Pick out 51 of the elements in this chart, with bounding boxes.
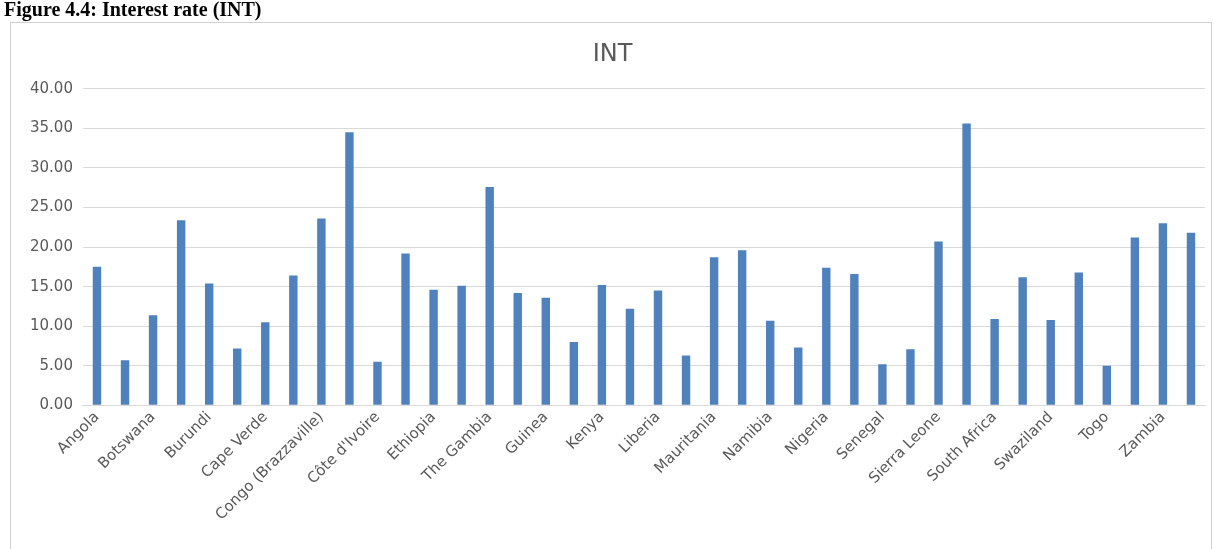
y-tick-label: 40.00 [29,78,73,97]
y-tick-label: 15.00 [29,276,73,295]
bar [373,361,382,405]
bar [794,347,803,405]
bar [569,342,579,405]
bar [766,320,775,405]
bar [233,348,242,405]
bar [92,266,102,405]
bar [990,319,999,405]
chart-title: INT [592,38,633,67]
bar [148,315,158,405]
bar [261,322,270,405]
bar [345,132,354,405]
bar [962,123,971,405]
y-tick-label: 5.00 [39,355,73,374]
bar [289,275,298,405]
bar [681,355,691,405]
bar [176,220,186,405]
bar [401,253,410,405]
bar [597,285,607,405]
y-tick-label: 10.00 [29,316,73,335]
bar [709,257,719,405]
bar [1186,232,1196,405]
bar [120,360,130,405]
y-tick-label: 25.00 [29,197,73,216]
bar [822,267,831,405]
bar [457,285,466,405]
caption: Figure 4.4: Interest rate (INT) [4,0,262,22]
bar [317,218,326,405]
bar [513,292,522,405]
bar [737,250,747,405]
bar [653,290,663,405]
bar [906,349,915,405]
bar [1074,272,1083,405]
y-tick-label: 30.00 [29,157,73,176]
bar [1018,277,1027,405]
bar [1130,237,1140,405]
bar [878,364,887,405]
bar [429,289,438,405]
bar [625,308,635,405]
bar [485,186,494,405]
bar [1102,365,1112,405]
bar [541,297,550,405]
bar [934,241,943,405]
bar [1046,319,1055,405]
bar [204,283,214,405]
bar [850,273,859,405]
bar [1158,223,1168,405]
y-tick-label: 35.00 [29,118,73,137]
y-tick-label: 0.00 [39,395,73,414]
y-tick-label: 20.00 [29,236,73,255]
